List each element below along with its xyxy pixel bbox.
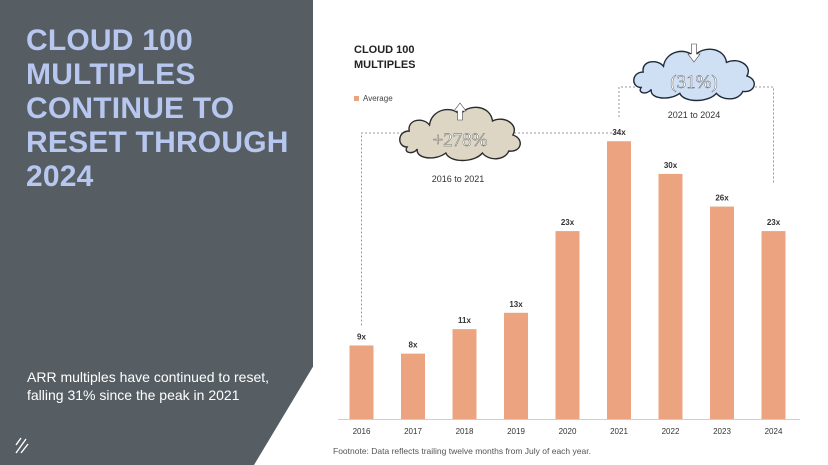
- tick-label-2020: 2020: [559, 427, 577, 436]
- bar-2023: [710, 206, 734, 419]
- connector-2021-2024-right: [735, 86, 774, 183]
- corner-cut: [254, 365, 313, 465]
- data-label-2022: 30x: [664, 161, 678, 170]
- logo-icon: [15, 437, 29, 454]
- connector-2016-2021-left: [361, 132, 410, 326]
- chart-legend: Average: [354, 94, 393, 103]
- footnote: Footnote: Data reflects trailing twelve …: [333, 446, 591, 456]
- tick-label-2017: 2017: [404, 427, 422, 436]
- bar-2019: [504, 312, 528, 419]
- data-label-2024: 23x: [767, 218, 781, 227]
- data-label-2020: 23x: [561, 218, 575, 227]
- slide-subtext: ARR multiples have continued to reset, f…: [27, 369, 270, 403]
- bar-2021: [607, 141, 631, 419]
- bar-2022: [658, 173, 683, 419]
- bar-2024: [761, 231, 786, 419]
- bar-2017: [401, 353, 425, 419]
- tick-label-2019: 2019: [507, 427, 525, 436]
- data-label-2023: 26x: [715, 194, 729, 203]
- cloud-down-period: 2021 to 2024: [668, 110, 721, 120]
- tick-label-2021: 2021: [610, 427, 628, 436]
- legend-label: Average: [363, 94, 393, 103]
- tick-label-2018: 2018: [456, 427, 474, 436]
- down-arrow-icon: [687, 43, 701, 63]
- data-label-2021: 34x: [612, 128, 626, 137]
- bar-chart: 9x 2016 8x 2017 11x 2018 13x 2019 23x 2020 34x 2021…: [338, 43, 800, 436]
- cloud-up-period: 2016 to 2021: [432, 174, 485, 184]
- tick-label-2022: 2022: [662, 427, 680, 436]
- bar-2020: [555, 231, 580, 419]
- tick-label-2016: 2016: [353, 427, 371, 436]
- cloud-up-value: +278%: [432, 130, 487, 151]
- data-label-2019: 13x: [509, 300, 523, 309]
- slide-headline: CLOUD 100 MULTIPLES CONTINUE TO RESET TH…: [26, 24, 289, 193]
- cloud-down-value: (31%): [670, 72, 717, 93]
- cloud-up-shape: [399, 106, 521, 162]
- bar-2018: [452, 329, 477, 419]
- data-label-2016: 9x: [357, 332, 366, 341]
- bar-2016: [349, 345, 374, 419]
- up-arrow-icon: [453, 102, 467, 121]
- left-panel: CLOUD 100 MULTIPLES CONTINUE TO RESET TH…: [0, 0, 313, 465]
- legend-swatch: [354, 96, 359, 101]
- tick-label-2024: 2024: [765, 427, 783, 436]
- data-label-2017: 8x: [409, 341, 418, 350]
- tick-label-2023: 2023: [713, 427, 731, 436]
- data-label-2018: 11x: [458, 316, 471, 325]
- chart-title: CLOUD 100 MULTIPLES: [354, 44, 416, 71]
- cloud-down-shape: [633, 48, 755, 102]
